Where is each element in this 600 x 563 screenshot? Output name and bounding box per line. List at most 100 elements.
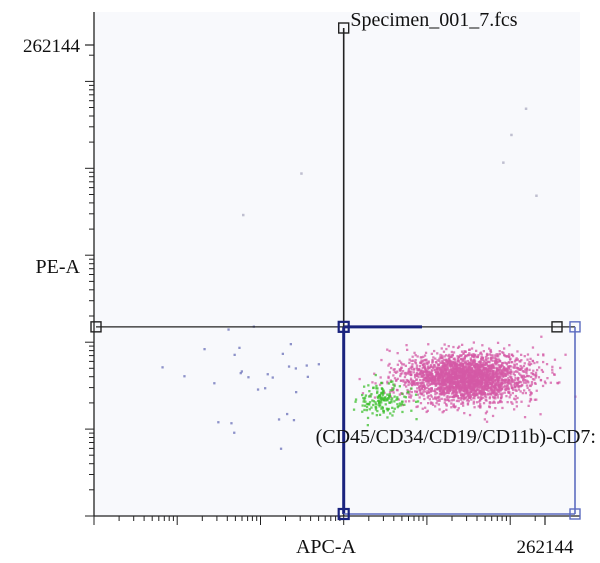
event-point: [495, 370, 498, 374]
event-point: [524, 375, 527, 379]
event-point: [479, 405, 482, 408]
event-point: [460, 378, 463, 381]
event-point: [408, 373, 411, 376]
event-point: [361, 410, 364, 413]
event-point: [411, 355, 414, 358]
event-point: [445, 408, 448, 411]
event-point: [463, 371, 466, 375]
event-point: [494, 397, 497, 400]
event-point: [424, 367, 427, 370]
event-point: [426, 383, 429, 386]
event-point: [468, 396, 471, 399]
event-point: [401, 410, 404, 414]
event-point: [482, 367, 486, 370]
gate-handle-top[interactable]: [337, 22, 350, 34]
event-point: [406, 348, 409, 351]
event-point: [391, 406, 394, 409]
event-point: [499, 365, 502, 368]
event-point: [423, 378, 426, 382]
event-point: [423, 358, 426, 362]
event-point: [479, 399, 482, 402]
event-point: [484, 366, 487, 369]
event-point: [399, 379, 403, 382]
event-point: [183, 375, 186, 378]
event-point: [507, 371, 510, 375]
event-point: [408, 361, 411, 364]
event-point: [445, 372, 448, 376]
event-point: [518, 385, 521, 388]
event-point: [510, 377, 513, 380]
event-point: [450, 355, 453, 358]
event-point: [526, 353, 530, 356]
event-point: [474, 373, 477, 376]
event-point: [444, 377, 448, 381]
event-point: [491, 373, 494, 376]
event-point: [382, 390, 385, 393]
event-point: [510, 401, 513, 404]
event-point: [454, 384, 457, 387]
event-point: [460, 389, 464, 392]
event-point: [467, 366, 470, 369]
event-point: [450, 402, 453, 405]
event-point: [437, 376, 441, 379]
event-point: [397, 398, 400, 401]
event-point: [441, 386, 444, 390]
event-point: [366, 416, 370, 420]
gate-handle-right[interactable]: [551, 321, 563, 333]
event-point: [456, 373, 459, 376]
event-point: [415, 378, 418, 381]
gate-handle-left[interactable]: [90, 321, 102, 333]
event-point: [501, 406, 504, 410]
event-point: [443, 343, 446, 346]
event-point: [529, 357, 532, 360]
event-point: [492, 388, 495, 391]
event-point: [476, 355, 479, 359]
event-point: [499, 389, 502, 392]
event-point: [450, 388, 453, 391]
event-point: [431, 358, 434, 362]
event-point: [447, 378, 450, 381]
event-point: [462, 369, 465, 373]
event-point: [428, 379, 431, 382]
event-point: [421, 363, 425, 367]
event-point: [434, 376, 437, 380]
event-point: [482, 359, 485, 362]
gate-handle-bottom[interactable]: [337, 507, 350, 521]
quadrant-gate[interactable]: [90, 22, 581, 521]
event-point: [418, 386, 421, 389]
event-point: [491, 380, 495, 384]
event-point: [473, 397, 476, 400]
event-point: [436, 366, 439, 369]
event-point: [458, 384, 461, 387]
gate-region-handle-bottom-right[interactable]: [569, 508, 581, 520]
event-point: [432, 378, 435, 381]
event-point: [393, 395, 396, 398]
event-point: [485, 380, 488, 383]
event-point: [495, 368, 499, 371]
event-point: [405, 378, 408, 382]
event-point: [434, 383, 438, 386]
event-point: [479, 362, 482, 366]
event-point: [496, 381, 499, 384]
event-point: [384, 399, 387, 402]
event-point: [412, 371, 415, 374]
event-point: [460, 396, 463, 400]
event-point: [399, 374, 402, 378]
event-point: [415, 390, 419, 393]
event-point: [473, 406, 476, 409]
event-point: [520, 359, 523, 362]
event-point: [476, 385, 479, 388]
event-point: [429, 365, 433, 368]
gate-handle-center[interactable]: [337, 320, 350, 333]
event-point: [391, 380, 394, 383]
event-point: [481, 356, 485, 360]
event-point: [469, 387, 472, 391]
event-point: [440, 377, 443, 380]
event-point: [416, 393, 420, 396]
event-point: [426, 409, 429, 412]
event-point: [508, 355, 511, 358]
event-point: [286, 412, 289, 416]
event-point: [392, 383, 395, 386]
event-point: [485, 410, 489, 413]
gate-region-handle-top-right[interactable]: [569, 321, 581, 333]
